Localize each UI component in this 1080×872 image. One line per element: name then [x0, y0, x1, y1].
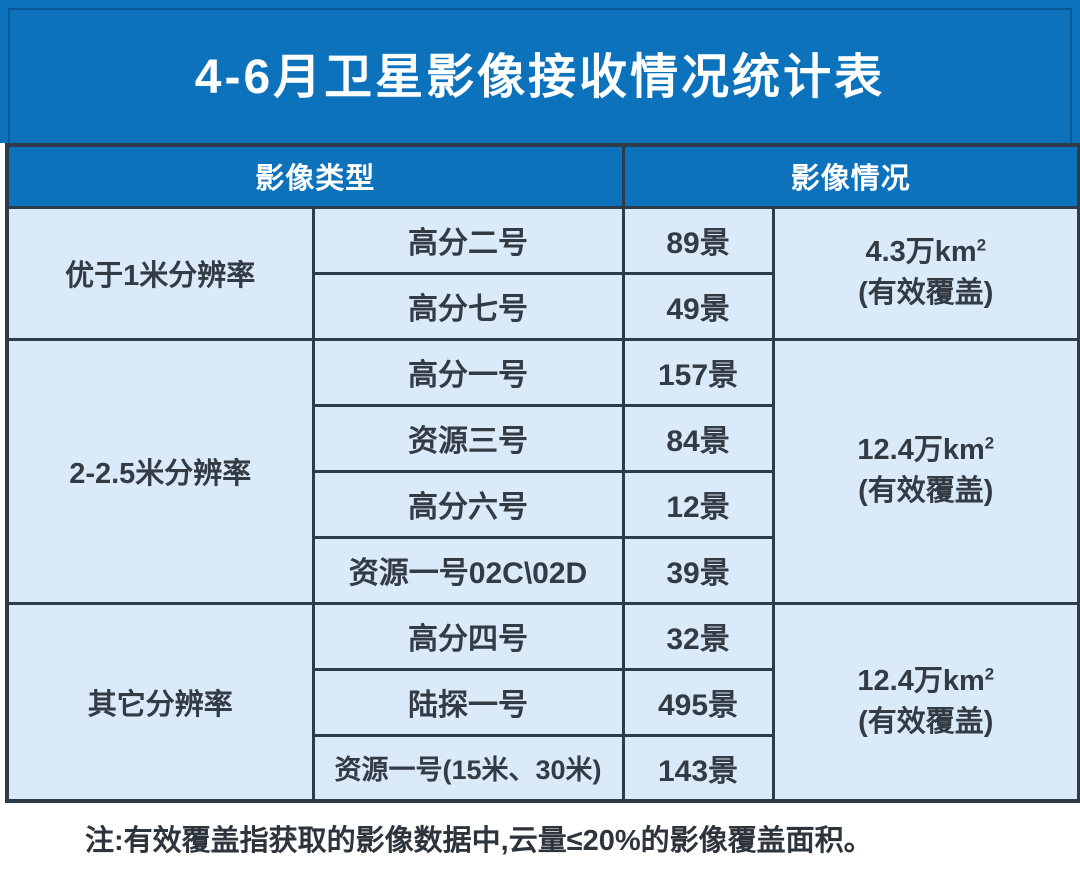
column-header-image-type: 影像类型: [5, 143, 625, 209]
coverage-area: 12.4万km2: [857, 433, 995, 466]
satellite-cell: 资源一号02C\02D: [311, 535, 625, 605]
count-cell: 89景: [621, 205, 775, 275]
table-row: 2-2.5米分辨率 高分一号 157景 12.4万km2 (有效覆盖): [5, 337, 1080, 605]
category-cell: 2-2.5米分辨率: [5, 337, 315, 605]
satellite-cell: 陆探一号: [311, 667, 625, 737]
superscript-2: 2: [984, 663, 995, 683]
coverage-label: (有效覆盖): [858, 705, 994, 738]
count-cell: 39景: [621, 535, 775, 605]
page-title: 4-6月卫星影像接收情况统计表: [194, 50, 886, 104]
count-cell: 84景: [621, 403, 775, 473]
satellite-cell: 高分二号: [311, 205, 625, 275]
superscript-2: 2: [976, 235, 987, 255]
table-row: 其它分辨率 高分四号 32景 12.4万km2 (有效覆盖): [5, 601, 1080, 803]
coverage-cell: 12.4万km2 (有效覆盖): [771, 337, 1080, 605]
coverage-label: (有效覆盖): [858, 475, 994, 507]
satellite-cell: 高分七号: [311, 271, 625, 341]
count-cell: 32景: [621, 601, 775, 671]
table-row: 高分六号 12景: [7, 469, 1079, 539]
table-row: 陆探一号 495景: [7, 667, 1079, 737]
count-cell: 495景: [621, 667, 775, 737]
satellite-cell: 高分一号: [311, 337, 625, 407]
table-row: 资源一号(15米、30米) 143景: [7, 733, 1079, 803]
stats-table-wrap: 影像类型 影像情况 优于1米分辨率 高分二号 89景 4.3万km2 (有效覆盖…: [0, 143, 1080, 803]
satellite-cell: 高分六号: [311, 469, 625, 539]
satellite-cell: 资源三号: [311, 403, 625, 473]
count-cell: 157景: [621, 337, 775, 407]
count-cell: 49景: [621, 271, 775, 341]
coverage-label: (有效覆盖): [858, 277, 994, 309]
table-row: 资源一号02C\02D 39景: [7, 535, 1079, 605]
stats-table: 影像类型 影像情况 优于1米分辨率 高分二号 89景 4.3万km2 (有效覆盖…: [5, 143, 1080, 803]
footnote-text: 注:有效覆盖指获取的影像数据中,云量≤20%的影像覆盖面积。: [85, 824, 873, 857]
category-cell: 优于1米分辨率: [5, 205, 315, 341]
title-bar: 4-6月卫星影像接收情况统计表: [0, 0, 1080, 143]
coverage-cell: 4.3万km2 (有效覆盖): [771, 205, 1080, 341]
coverage-cell: 12.4万km2 (有效覆盖): [771, 601, 1080, 803]
coverage-area: 4.3万km2: [865, 235, 987, 268]
coverage-area: 12.4万km2: [857, 663, 995, 697]
table-header-row: 影像类型 影像情况: [5, 143, 1080, 209]
satellite-cell: 高分四号: [311, 601, 625, 671]
category-cell: 其它分辨率: [5, 601, 315, 803]
table-row: 高分七号 49景: [7, 271, 1079, 341]
column-header-image-status: 影像情况: [621, 143, 1080, 209]
table-row: 资源三号 84景: [7, 403, 1079, 473]
table-row: 优于1米分辨率 高分二号 89景 4.3万km2 (有效覆盖): [5, 205, 1080, 341]
count-cell: 143景: [621, 733, 775, 803]
footnote: 注:有效覆盖指获取的影像数据中,云量≤20%的影像覆盖面积。: [0, 803, 1080, 872]
superscript-2: 2: [984, 433, 995, 453]
count-cell: 12景: [621, 469, 775, 539]
satellite-cell: 资源一号(15米、30米): [311, 733, 625, 803]
